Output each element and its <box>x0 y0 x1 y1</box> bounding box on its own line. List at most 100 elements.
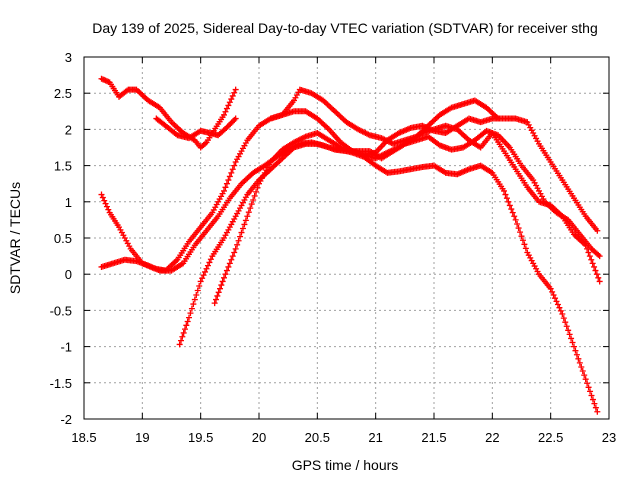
data-point <box>559 311 566 318</box>
data-point <box>187 310 194 317</box>
data-point <box>593 271 600 278</box>
data-point <box>512 216 519 223</box>
chart-title: Day 139 of 2025, Sidereal Day-to-day VTE… <box>92 20 598 36</box>
data-point <box>514 220 521 227</box>
data-point <box>196 282 203 289</box>
x-tick-label: 23 <box>602 430 616 445</box>
data-point <box>560 315 567 322</box>
data-point <box>573 351 580 358</box>
data-point <box>200 272 207 279</box>
data-point <box>203 265 210 272</box>
data-point <box>224 123 231 130</box>
data-point <box>231 89 238 96</box>
data-point <box>188 305 195 312</box>
data-point <box>221 111 227 118</box>
x-axis-label: GPS time / hours <box>292 457 399 473</box>
data-point <box>225 263 232 270</box>
series-track-2 <box>153 115 239 142</box>
data-point <box>182 326 188 333</box>
data-point <box>231 249 238 256</box>
data-point <box>554 301 561 308</box>
data-point <box>571 343 577 350</box>
data-point <box>218 282 225 289</box>
data-point <box>242 217 249 224</box>
data-point <box>231 162 238 169</box>
data-point <box>99 194 106 201</box>
data-point <box>101 197 108 204</box>
data-point <box>186 314 192 321</box>
data-point <box>229 92 236 99</box>
data-point <box>575 355 582 362</box>
data-point <box>103 203 110 210</box>
x-tick-label: 19 <box>135 430 149 445</box>
y-tick-label: -1 <box>60 340 72 355</box>
data-point <box>102 200 109 207</box>
data-point <box>225 177 232 184</box>
data-point <box>565 327 572 334</box>
data-point <box>229 253 236 260</box>
data-point <box>234 241 241 248</box>
data-point <box>579 368 586 375</box>
data-point <box>519 237 526 244</box>
data-point <box>557 307 564 314</box>
data-point <box>508 206 515 213</box>
data-point <box>223 105 230 112</box>
data-point <box>237 233 244 240</box>
data-point <box>572 347 579 354</box>
data-point <box>211 300 218 307</box>
data-point <box>502 191 509 198</box>
data-point <box>231 116 238 123</box>
data-point <box>501 187 507 194</box>
data-point <box>251 192 258 199</box>
data-point <box>584 380 591 387</box>
data-point <box>228 96 235 103</box>
data-point <box>232 86 239 93</box>
series-layer <box>98 75 603 415</box>
data-point <box>522 245 529 252</box>
data-point <box>562 319 569 326</box>
data-point <box>232 245 239 252</box>
data-point <box>550 292 557 299</box>
data-point <box>549 288 556 295</box>
data-point <box>183 322 190 329</box>
data-point <box>193 292 200 299</box>
data-point <box>206 259 213 266</box>
data-point <box>589 396 596 403</box>
data-point <box>566 331 573 338</box>
data-point <box>98 191 105 198</box>
data-point <box>223 267 230 274</box>
x-tick-label: 21 <box>368 430 382 445</box>
data-point <box>124 87 130 94</box>
data-point <box>239 225 246 232</box>
data-point <box>503 195 510 202</box>
data-point <box>568 335 575 342</box>
data-point <box>552 295 559 302</box>
data-point <box>244 213 251 220</box>
data-point <box>223 124 230 131</box>
data-point <box>595 274 602 281</box>
data-point <box>581 372 588 379</box>
data-point <box>238 229 245 236</box>
data-point <box>213 296 219 303</box>
x-tick-label: 19.5 <box>188 430 213 445</box>
data-point <box>578 363 585 370</box>
data-point <box>214 292 221 299</box>
data-point <box>250 196 257 203</box>
data-point <box>221 187 227 194</box>
data-point <box>226 260 233 267</box>
x-tick-label: 20.5 <box>305 430 330 445</box>
x-tick-label: 18.5 <box>71 430 96 445</box>
data-point <box>178 337 184 344</box>
y-tick-label: -0.5 <box>50 303 72 318</box>
data-point <box>235 237 242 244</box>
data-point <box>495 115 502 122</box>
data-point <box>521 241 528 248</box>
data-point <box>228 169 235 176</box>
data-point <box>241 221 248 228</box>
data-point <box>591 263 598 270</box>
data-point <box>518 233 525 240</box>
data-point <box>204 262 211 269</box>
data-point <box>248 201 255 208</box>
data-point <box>588 392 595 399</box>
